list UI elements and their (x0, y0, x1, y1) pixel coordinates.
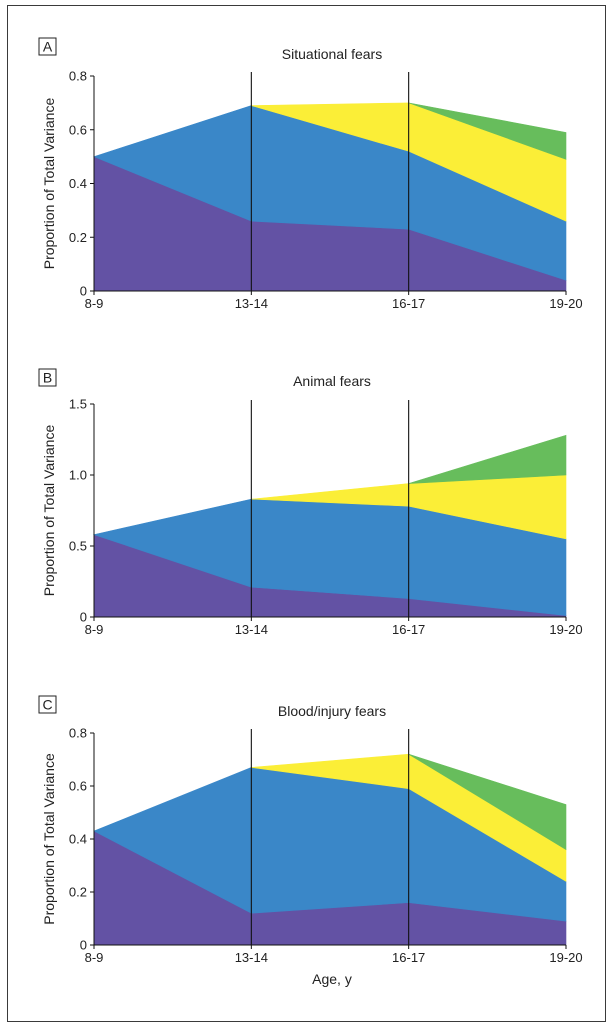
x-tick-label: 16-17 (392, 296, 425, 311)
panel-title: Blood/injury fears (278, 703, 386, 719)
y-axis-title: Proportion of Total Variance (41, 98, 57, 270)
x-tick-label: 8-9 (85, 296, 104, 311)
area-series-3-panel-a (251, 102, 567, 222)
y-tick-label: 0.4 (69, 176, 87, 191)
y-tick-label: 0.4 (69, 832, 87, 847)
y-tick-label: 0.5 (69, 539, 87, 554)
y-tick-label: 0 (80, 284, 87, 299)
x-tick-label: 19-20 (549, 950, 582, 965)
panel-label: C (42, 697, 52, 713)
x-tick-label: 16-17 (392, 622, 425, 637)
y-tick-label: 0.8 (69, 726, 87, 741)
x-tick-label: 16-17 (392, 950, 425, 965)
area-series-4-panel-b (408, 434, 567, 484)
area-series-3-panel-b (251, 474, 567, 540)
y-tick-label: 0.6 (69, 779, 87, 794)
y-tick-label: 0.8 (69, 69, 87, 84)
y-tick-label: 1.0 (69, 468, 87, 483)
area-series-4-panel-a (408, 102, 567, 160)
area-series-4-panel-c (408, 753, 567, 851)
y-tick-label: 0 (80, 938, 87, 953)
y-tick-label: 1.5 (69, 397, 87, 412)
panel-label: A (43, 39, 53, 55)
x-tick-label: 19-20 (549, 296, 582, 311)
panel-label-box (38, 37, 57, 56)
panel-label-box (38, 368, 57, 387)
x-tick-label: 8-9 (85, 622, 104, 637)
x-tick-label: 13-14 (235, 296, 268, 311)
panel-label-box (38, 695, 57, 714)
stacked-area-figure: 0 0.2 0.4 0.6 0.8 8-9 13-14 16-17 19-20 Proportio… (38, 37, 583, 987)
figure-frame: 0 0.2 0.4 0.6 0.8 8-9 13-14 16-17 19-20 Proportio… (7, 5, 606, 1022)
y-axis-title: Proportion of Total Variance (41, 425, 57, 597)
panel-label: B (43, 370, 52, 386)
y-axis-title: Proportion of Total Variance (41, 753, 57, 925)
x-tick-label: 13-14 (235, 950, 268, 965)
panel-title: Situational fears (282, 46, 382, 62)
x-tick-label: 8-9 (85, 950, 104, 965)
y-tick-label: 0.2 (69, 230, 87, 245)
x-tick-label: 19-20 (549, 622, 582, 637)
panel-title: Animal fears (293, 373, 371, 389)
y-tick-label: 0 (80, 610, 87, 625)
y-tick-label: 0.2 (69, 885, 87, 900)
x-axis-title: Age, y (312, 971, 352, 987)
y-tick-label: 0.6 (69, 122, 87, 137)
x-tick-label: 13-14 (235, 622, 268, 637)
